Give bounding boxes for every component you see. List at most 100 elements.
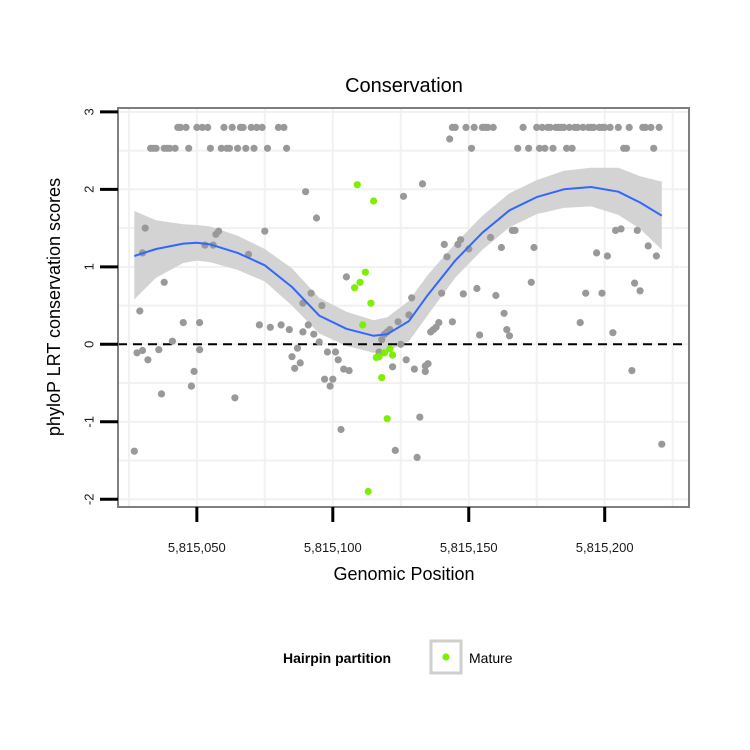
data-point-other (168, 337, 176, 345)
data-point-other (337, 425, 345, 434)
legend-key-dot (442, 653, 450, 661)
data-point-other (187, 382, 195, 390)
data-point-other (285, 326, 293, 334)
data-point-other (519, 123, 527, 131)
data-point-other (446, 135, 454, 143)
smooth-line-layer (133, 186, 663, 337)
data-point-other (563, 144, 571, 152)
data-point-other (500, 309, 508, 317)
data-point-other (438, 289, 446, 297)
data-point-other (323, 348, 331, 356)
data-point-other (280, 123, 288, 131)
data-point-other (633, 226, 641, 234)
data-point-other (130, 447, 138, 455)
data-point-other (473, 284, 481, 293)
data-point-other (636, 287, 644, 295)
data-point-other (451, 123, 459, 131)
data-point-other (196, 346, 204, 354)
x-tick-label: 5,815,150 (440, 540, 498, 555)
data-point-other (234, 144, 242, 152)
data-point-other (293, 344, 302, 352)
data-point-other (593, 249, 601, 257)
data-point-other (152, 144, 160, 152)
y-axis-ticks: -2 -1 0 1 2 3 (81, 108, 118, 505)
data-point-other (263, 144, 272, 152)
data-point-other (486, 233, 495, 241)
data-point-other (399, 192, 408, 200)
data-point-other (176, 123, 185, 131)
x-axis-title: Genomic Position (333, 564, 474, 584)
data-point-other (193, 123, 201, 131)
data-point-other (421, 367, 429, 375)
data-point-other (166, 144, 174, 152)
data-point-other (307, 289, 315, 297)
data-point-mature (383, 415, 391, 423)
data-point-other (628, 367, 636, 375)
data-point-other (511, 226, 519, 234)
data-point-other (342, 273, 350, 281)
data-point-other (247, 123, 255, 131)
data-point-other (606, 123, 614, 131)
data-point-other (530, 243, 538, 252)
data-point-other (489, 123, 497, 131)
legend: Hairpin partition Mature (283, 639, 513, 675)
data-point-other (622, 144, 631, 152)
data-point-other (614, 123, 622, 131)
data-point-other (525, 144, 533, 152)
data-point-mature (351, 284, 359, 292)
data-point-other (196, 319, 204, 327)
y-tick-label: 3 (81, 108, 96, 115)
data-point-other (573, 123, 582, 131)
y-tick-label: -1 (81, 416, 96, 428)
data-point-mature (378, 374, 386, 382)
x-axis-ticks: 5,815,050 5,815,100 5,815,150 5,815,200 (168, 507, 634, 555)
data-point-other (198, 123, 206, 131)
data-point-other (255, 321, 263, 329)
data-point-other (155, 346, 163, 354)
data-point-other (527, 278, 535, 286)
data-point-other (505, 332, 514, 340)
legend-label-mature: Mature (469, 650, 513, 666)
x-tick-label: 5,815,100 (304, 540, 362, 555)
data-point-other (310, 330, 318, 338)
data-point-other (408, 294, 416, 302)
data-point-other (579, 123, 587, 131)
data-point-mature (361, 268, 369, 276)
data-point-other (424, 360, 432, 368)
data-point-other (631, 279, 639, 287)
data-point-other (576, 319, 584, 327)
data-point-other (467, 144, 476, 152)
y-tick-label: -2 (81, 494, 96, 506)
data-point-other (413, 453, 421, 461)
data-point-other (215, 227, 223, 235)
data-point-other (402, 356, 410, 364)
data-point-other (601, 123, 609, 131)
data-point-other (171, 144, 179, 152)
data-point-other (242, 144, 250, 152)
data-point-other (326, 382, 334, 390)
data-point-other (470, 123, 478, 131)
data-point-other (231, 394, 239, 402)
data-point-other (250, 144, 258, 152)
data-point-other (405, 311, 413, 319)
plot-border (117, 107, 690, 508)
data-point-other (321, 375, 329, 383)
data-point-other (435, 319, 443, 327)
data-point-mature (380, 349, 389, 357)
data-point-other (612, 226, 620, 234)
data-point-other (397, 340, 405, 348)
data-point-other (560, 123, 568, 131)
data-point-other (598, 289, 606, 297)
data-point-mature (375, 353, 383, 361)
data-point-other (144, 356, 152, 364)
data-point-other (258, 123, 266, 131)
data-point-other (312, 214, 321, 222)
y-axis-title: phyloP LRT conservation scores (44, 178, 64, 436)
data-point-mature (353, 181, 361, 189)
data-point-other (644, 242, 652, 250)
confidence-band (134, 167, 662, 353)
data-point-other (206, 144, 214, 152)
data-point-other (568, 144, 576, 152)
y-tick-label: 2 (81, 186, 96, 193)
